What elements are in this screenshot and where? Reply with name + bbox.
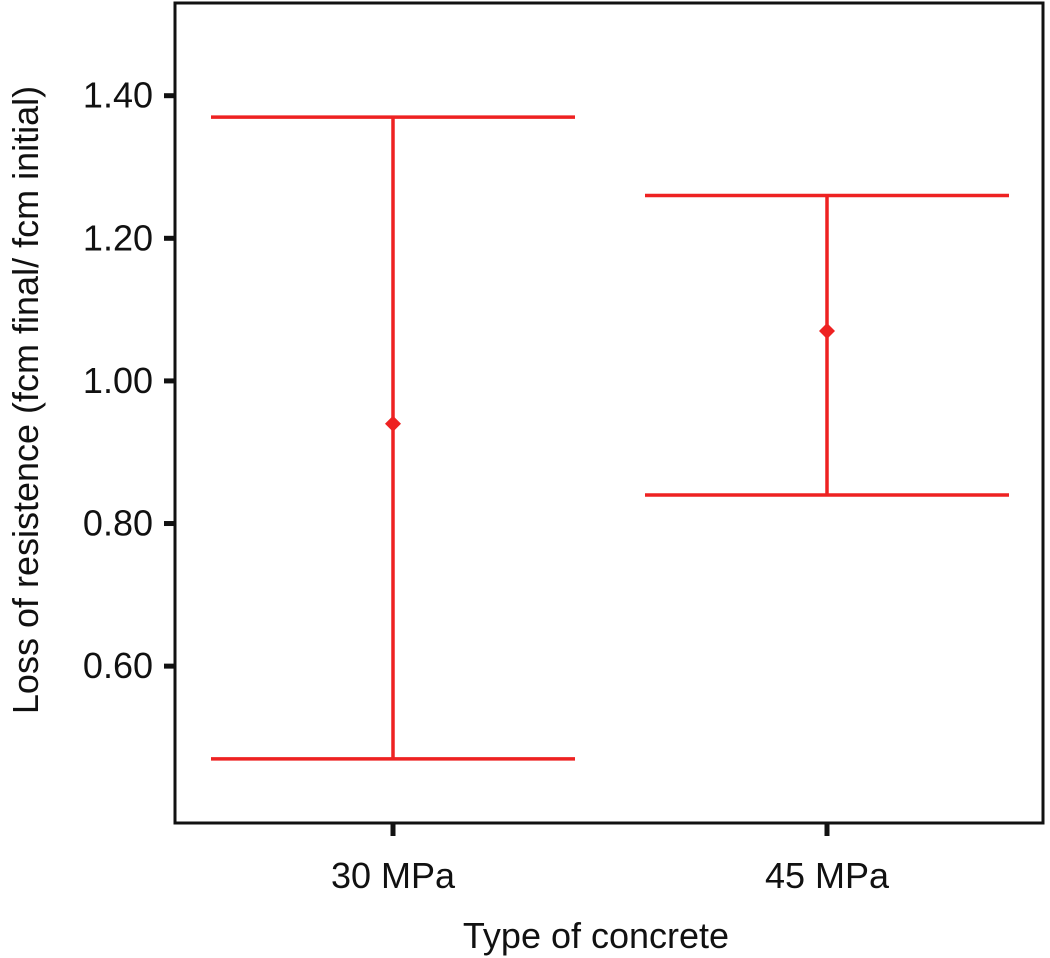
y-tick-label: 1.00 <box>83 360 153 401</box>
x-tick-label: 30 MPa <box>331 855 456 896</box>
x-tick-label: 45 MPa <box>765 855 890 896</box>
mean-marker <box>385 415 401 432</box>
y-tick-label: 0.60 <box>83 645 153 686</box>
x-axis-ticks: 30 MPa 45 MPa <box>331 823 890 896</box>
mean-marker <box>819 323 835 339</box>
y-tick-label: 1.40 <box>83 75 153 116</box>
y-axis-title: Loss of resistence (fcm final/ fcm initi… <box>5 86 46 714</box>
y-tick-label: 1.20 <box>83 217 153 258</box>
y-tick-label: 0.80 <box>83 503 153 544</box>
error-bar-45-mpa <box>645 193 1009 497</box>
error-bar-30-mpa <box>211 115 575 761</box>
x-axis-title: Type of concrete <box>463 915 729 956</box>
error-bars <box>211 115 1009 761</box>
y-axis-ticks: 0.60 0.80 1.00 1.20 1.40 <box>83 75 175 686</box>
plot-frame <box>173 1 1045 825</box>
